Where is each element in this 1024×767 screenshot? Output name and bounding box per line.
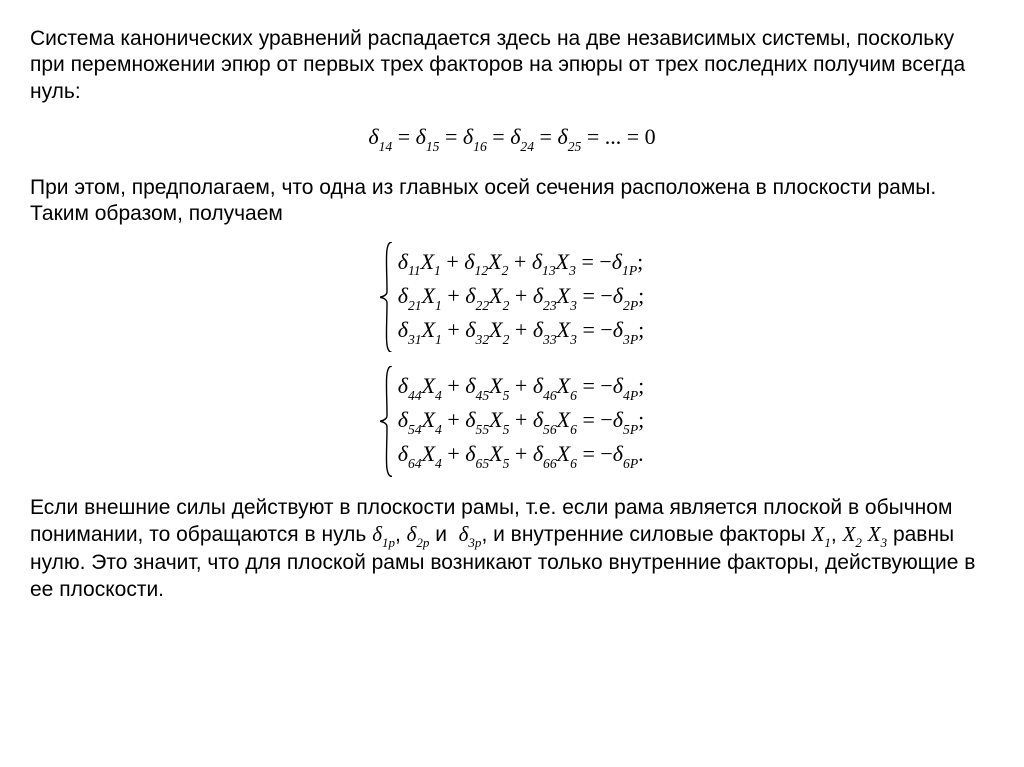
document-page: Система канонических уравнений распадает… — [0, 0, 1024, 641]
equation-zero-deltas: δ14 = δ15 = δ16 = δ24 = δ25 = ... = 0 — [30, 123, 994, 153]
equation-row: δ11X1 + δ12X2 + δ13X3 = −δ1P; — [398, 246, 645, 280]
paragraph-2a: При этом, предполагаем, что одна из глав… — [30, 175, 994, 201]
equation-row: δ44X4 + δ45X5 + δ46X6 = −δ4P; — [398, 370, 645, 404]
paragraph-2b: Таким образом, получаем — [30, 201, 994, 227]
equation-system-1: δ11X1 + δ12X2 + δ13X3 = −δ1P;δ21X1 + δ22… — [380, 246, 645, 348]
equation-row: δ54X4 + δ55X5 + δ56X6 = −δ5P; — [398, 404, 645, 438]
equation-row: δ64X4 + δ65X5 + δ66X6 = −δ6P. — [398, 438, 645, 472]
equation-system-2: δ44X4 + δ45X5 + δ46X6 = −δ4P;δ54X4 + δ55… — [380, 370, 645, 472]
equation-row: δ21X1 + δ22X2 + δ23X3 = −δ2P; — [398, 280, 645, 314]
brace-icon — [380, 366, 394, 476]
paragraph-1: Система канонических уравнений распадает… — [30, 26, 994, 105]
brace-icon — [380, 242, 394, 352]
equation-system-2-wrap: δ44X4 + δ45X5 + δ46X6 = −δ4P;δ54X4 + δ55… — [30, 370, 994, 472]
equation-system-1-wrap: δ11X1 + δ12X2 + δ13X3 = −δ1P;δ21X1 + δ22… — [30, 246, 994, 348]
paragraph-3: Если внешние силы действуют в плоскости … — [30, 495, 994, 603]
equation-row: δ31X1 + δ32X2 + δ33X3 = −δ3P; — [398, 314, 645, 348]
